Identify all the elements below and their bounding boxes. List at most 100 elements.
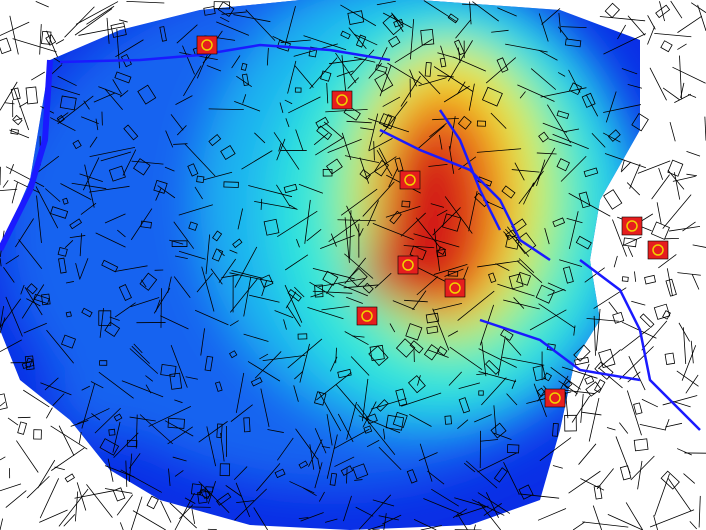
building-outline — [322, 168, 333, 177]
street-segment — [82, 157, 100, 191]
building-outline — [294, 87, 302, 93]
street-segment — [639, 424, 666, 431]
street-segment — [336, 70, 354, 78]
building-outline — [423, 344, 440, 361]
street-segment — [126, 0, 165, 4]
street-segment — [76, 482, 87, 511]
street-segment — [658, 254, 677, 269]
street-segment — [457, 81, 466, 95]
street-segment — [605, 91, 617, 123]
street-segment — [289, 481, 315, 494]
building-outline — [146, 495, 159, 510]
street-segment — [46, 329, 74, 364]
building-outline — [297, 333, 308, 340]
street-segment — [79, 173, 103, 182]
street-segment — [364, 156, 397, 179]
street-segment — [278, 143, 282, 152]
street-segment — [169, 502, 197, 529]
street-segment — [112, 79, 122, 95]
street-segment — [662, 194, 692, 229]
building-outline — [213, 1, 231, 10]
street-segment — [178, 204, 213, 216]
building-outline — [607, 129, 621, 142]
street-segment — [57, 112, 69, 121]
street-segment — [35, 1, 49, 8]
street-segment — [436, 209, 448, 217]
street-segment — [536, 159, 546, 187]
street-segment — [248, 185, 293, 198]
street-segment — [234, 246, 258, 288]
street-segment — [121, 380, 164, 398]
street-segment — [86, 484, 113, 518]
building-outline — [61, 334, 77, 349]
street-segment — [298, 517, 309, 520]
building-outline — [488, 272, 497, 283]
street-segment — [326, 414, 333, 446]
street-segment — [89, 136, 98, 148]
street-segment — [71, 182, 107, 190]
building-outline — [217, 1, 235, 18]
building-outline — [493, 467, 508, 483]
building-outline — [439, 57, 447, 68]
street-segment — [651, 174, 670, 200]
street-segment — [630, 455, 655, 481]
street-segment — [621, 68, 638, 75]
street-segment — [477, 492, 511, 514]
street-segment — [326, 82, 329, 104]
street-segment — [629, 163, 641, 189]
street-segment — [94, 407, 121, 434]
street-segment — [382, 12, 412, 29]
street-segment — [565, 128, 580, 132]
street-segment — [203, 171, 233, 181]
street-segment — [231, 270, 263, 279]
street-segment — [179, 504, 194, 520]
street-segment — [64, 240, 74, 248]
building-outline — [395, 338, 416, 358]
street-segment — [44, 377, 59, 391]
street-segment — [560, 155, 587, 182]
street-segment — [334, 456, 355, 467]
street-segment — [51, 447, 85, 471]
street-segment — [321, 305, 350, 311]
street-segment — [220, 16, 230, 23]
street-segment — [36, 195, 42, 243]
street-segment — [346, 296, 363, 304]
street-segment — [678, 322, 690, 342]
street-segment — [44, 188, 61, 202]
street-segment — [468, 190, 478, 232]
street-segment — [427, 470, 445, 485]
street-segment — [485, 492, 499, 519]
street-segment — [344, 331, 369, 346]
street-segment — [254, 132, 266, 144]
hotspot-marker-6 — [647, 240, 669, 260]
street-segment — [518, 258, 535, 273]
street-segment — [627, 371, 641, 383]
building-outline — [374, 72, 394, 93]
street-segment — [337, 413, 354, 443]
building-outline — [458, 397, 471, 414]
street-segment — [242, 94, 247, 104]
street-segment — [478, 501, 502, 530]
building-outline — [552, 423, 559, 437]
street-segment — [519, 91, 526, 99]
street-segment — [433, 66, 473, 92]
building-outline — [490, 422, 507, 439]
street-segment — [248, 294, 280, 303]
street-segment — [298, 183, 324, 194]
street-segment — [340, 188, 378, 216]
street-segment — [174, 492, 195, 530]
street-segment — [155, 187, 162, 201]
street-segment — [309, 281, 335, 298]
building-outline — [81, 307, 93, 318]
building-outline — [110, 22, 127, 38]
street-segment — [394, 38, 433, 64]
street-segment — [313, 132, 329, 146]
street-segment — [200, 328, 205, 356]
street-segment — [276, 184, 291, 207]
building-outline — [442, 213, 462, 232]
street-segment — [455, 19, 471, 39]
street-segment — [536, 152, 557, 155]
street-segment — [231, 55, 241, 69]
street-segment — [74, 8, 113, 36]
